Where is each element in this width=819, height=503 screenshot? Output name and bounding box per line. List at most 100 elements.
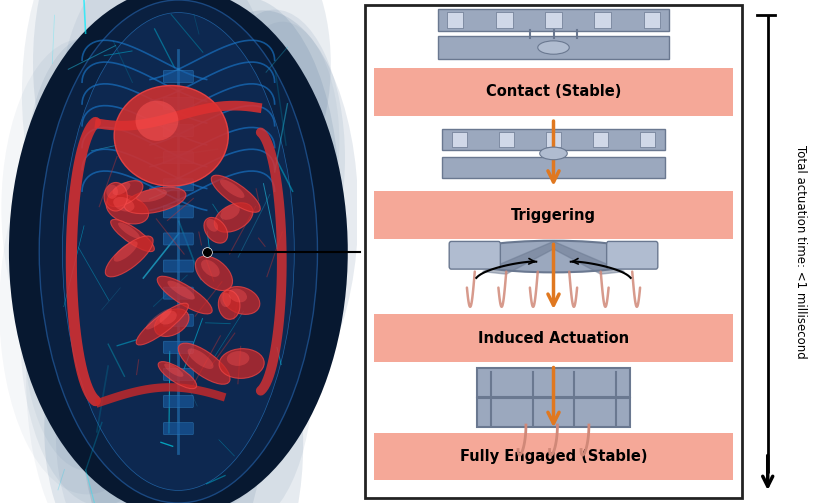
Ellipse shape bbox=[104, 0, 278, 327]
Ellipse shape bbox=[105, 236, 153, 277]
Ellipse shape bbox=[74, 17, 208, 302]
FancyBboxPatch shape bbox=[374, 68, 731, 116]
Ellipse shape bbox=[114, 241, 138, 262]
Text: Triggering: Triggering bbox=[510, 208, 595, 222]
Ellipse shape bbox=[135, 101, 179, 141]
FancyBboxPatch shape bbox=[163, 368, 193, 380]
FancyBboxPatch shape bbox=[594, 13, 610, 28]
Ellipse shape bbox=[205, 10, 345, 307]
FancyBboxPatch shape bbox=[545, 13, 561, 28]
Ellipse shape bbox=[167, 11, 358, 414]
Ellipse shape bbox=[116, 137, 251, 421]
Text: Fully Engaged (Stable): Fully Engaged (Stable) bbox=[459, 449, 646, 464]
Ellipse shape bbox=[167, 281, 195, 299]
Ellipse shape bbox=[164, 363, 183, 377]
Ellipse shape bbox=[146, 308, 171, 329]
Ellipse shape bbox=[104, 183, 127, 211]
FancyBboxPatch shape bbox=[163, 423, 193, 435]
FancyBboxPatch shape bbox=[163, 206, 193, 218]
Ellipse shape bbox=[192, 54, 299, 282]
Ellipse shape bbox=[211, 175, 260, 212]
FancyBboxPatch shape bbox=[374, 433, 731, 480]
Ellipse shape bbox=[25, 35, 159, 319]
Ellipse shape bbox=[201, 260, 219, 277]
Ellipse shape bbox=[136, 303, 188, 345]
Ellipse shape bbox=[158, 362, 197, 389]
FancyBboxPatch shape bbox=[163, 179, 193, 191]
Ellipse shape bbox=[154, 309, 188, 337]
Ellipse shape bbox=[9, 0, 347, 503]
FancyBboxPatch shape bbox=[545, 132, 560, 147]
Ellipse shape bbox=[44, 301, 165, 503]
Ellipse shape bbox=[229, 288, 247, 302]
FancyBboxPatch shape bbox=[163, 152, 193, 164]
FancyBboxPatch shape bbox=[640, 132, 654, 147]
Ellipse shape bbox=[219, 180, 244, 198]
FancyBboxPatch shape bbox=[437, 10, 668, 32]
Ellipse shape bbox=[30, 89, 219, 486]
Ellipse shape bbox=[114, 86, 228, 186]
FancyBboxPatch shape bbox=[374, 191, 731, 239]
Ellipse shape bbox=[165, 216, 313, 503]
Ellipse shape bbox=[107, 181, 143, 207]
Ellipse shape bbox=[106, 195, 148, 224]
FancyBboxPatch shape bbox=[451, 132, 466, 147]
Ellipse shape bbox=[20, 164, 182, 503]
Ellipse shape bbox=[118, 314, 236, 503]
Ellipse shape bbox=[157, 276, 212, 314]
Ellipse shape bbox=[178, 343, 230, 384]
Ellipse shape bbox=[124, 187, 186, 214]
FancyBboxPatch shape bbox=[163, 341, 193, 353]
Ellipse shape bbox=[160, 311, 177, 324]
Ellipse shape bbox=[112, 182, 130, 195]
Ellipse shape bbox=[106, 185, 118, 199]
Ellipse shape bbox=[537, 41, 568, 54]
Ellipse shape bbox=[220, 205, 239, 220]
Polygon shape bbox=[482, 241, 623, 274]
Ellipse shape bbox=[62, 13, 294, 490]
FancyBboxPatch shape bbox=[437, 37, 668, 59]
FancyBboxPatch shape bbox=[163, 260, 193, 272]
FancyBboxPatch shape bbox=[606, 241, 657, 269]
Ellipse shape bbox=[143, 275, 303, 503]
Ellipse shape bbox=[218, 0, 330, 184]
Ellipse shape bbox=[195, 256, 233, 291]
Ellipse shape bbox=[136, 189, 167, 202]
Ellipse shape bbox=[56, 313, 170, 503]
FancyBboxPatch shape bbox=[163, 98, 193, 110]
Ellipse shape bbox=[113, 197, 134, 212]
Ellipse shape bbox=[58, 0, 200, 269]
Ellipse shape bbox=[188, 349, 213, 369]
FancyBboxPatch shape bbox=[446, 13, 463, 28]
Ellipse shape bbox=[118, 222, 140, 238]
Ellipse shape bbox=[204, 217, 228, 243]
Text: Induced Actuation: Induced Actuation bbox=[477, 331, 628, 346]
Ellipse shape bbox=[218, 290, 240, 319]
FancyBboxPatch shape bbox=[163, 314, 193, 326]
Ellipse shape bbox=[227, 351, 249, 366]
FancyBboxPatch shape bbox=[495, 13, 512, 28]
Text: Contact (Stable): Contact (Stable) bbox=[485, 85, 621, 99]
Text: Total actuation time: <1 millisecond: Total actuation time: <1 millisecond bbox=[793, 145, 806, 358]
Ellipse shape bbox=[39, 0, 317, 503]
Ellipse shape bbox=[206, 219, 218, 232]
FancyBboxPatch shape bbox=[477, 398, 629, 427]
FancyBboxPatch shape bbox=[163, 70, 193, 82]
FancyBboxPatch shape bbox=[163, 233, 193, 245]
Ellipse shape bbox=[219, 293, 231, 307]
FancyBboxPatch shape bbox=[498, 132, 514, 147]
FancyBboxPatch shape bbox=[163, 395, 193, 407]
Ellipse shape bbox=[111, 219, 154, 252]
Ellipse shape bbox=[152, 210, 262, 442]
Ellipse shape bbox=[539, 147, 567, 160]
FancyBboxPatch shape bbox=[643, 13, 659, 28]
Ellipse shape bbox=[33, 0, 188, 227]
Ellipse shape bbox=[219, 349, 264, 378]
Ellipse shape bbox=[223, 287, 260, 314]
FancyBboxPatch shape bbox=[163, 125, 193, 137]
Ellipse shape bbox=[455, 241, 651, 273]
Ellipse shape bbox=[214, 203, 253, 232]
Ellipse shape bbox=[79, 208, 265, 503]
FancyBboxPatch shape bbox=[592, 132, 608, 147]
FancyBboxPatch shape bbox=[374, 314, 731, 362]
